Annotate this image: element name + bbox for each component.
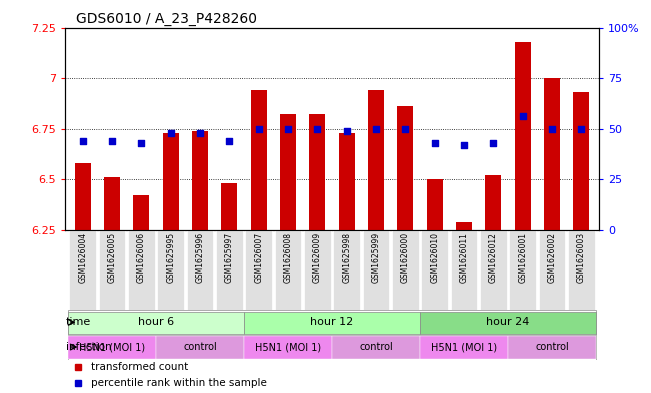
Point bbox=[107, 138, 117, 144]
Text: control: control bbox=[183, 342, 217, 352]
Point bbox=[77, 138, 88, 144]
Bar bbox=[163, 132, 179, 230]
Text: GSM1626001: GSM1626001 bbox=[518, 232, 527, 283]
FancyBboxPatch shape bbox=[539, 230, 565, 310]
Point bbox=[312, 125, 322, 132]
Bar bbox=[426, 179, 443, 230]
Bar bbox=[485, 175, 501, 230]
Text: GSM1626009: GSM1626009 bbox=[313, 232, 322, 283]
Text: GSM1625995: GSM1625995 bbox=[166, 232, 175, 283]
Text: time: time bbox=[66, 317, 91, 327]
Point bbox=[165, 129, 176, 136]
Text: GSM1626003: GSM1626003 bbox=[577, 232, 586, 283]
Text: GSM1626011: GSM1626011 bbox=[460, 232, 469, 283]
Bar bbox=[133, 195, 150, 230]
Text: GSM1625997: GSM1625997 bbox=[225, 232, 234, 283]
Text: hour 12: hour 12 bbox=[311, 317, 353, 327]
FancyBboxPatch shape bbox=[68, 312, 244, 334]
Point bbox=[342, 127, 352, 134]
FancyBboxPatch shape bbox=[158, 230, 184, 310]
Text: GDS6010 / A_23_P428260: GDS6010 / A_23_P428260 bbox=[76, 13, 256, 26]
FancyBboxPatch shape bbox=[216, 230, 243, 310]
Bar bbox=[221, 183, 238, 230]
Point bbox=[518, 113, 528, 119]
Text: H5N1 (MOI 1): H5N1 (MOI 1) bbox=[79, 342, 145, 352]
Text: hour 6: hour 6 bbox=[138, 317, 174, 327]
FancyBboxPatch shape bbox=[70, 230, 96, 310]
Text: transformed count: transformed count bbox=[90, 362, 188, 372]
Bar bbox=[368, 90, 384, 230]
FancyBboxPatch shape bbox=[244, 336, 332, 359]
Bar bbox=[339, 132, 355, 230]
Text: GSM1626006: GSM1626006 bbox=[137, 232, 146, 283]
FancyBboxPatch shape bbox=[68, 310, 596, 335]
FancyBboxPatch shape bbox=[392, 230, 419, 310]
Text: infection: infection bbox=[66, 342, 111, 352]
Text: GSM1626012: GSM1626012 bbox=[489, 232, 498, 283]
FancyBboxPatch shape bbox=[304, 230, 331, 310]
Bar bbox=[544, 78, 560, 230]
Bar bbox=[75, 163, 90, 230]
FancyBboxPatch shape bbox=[68, 335, 596, 360]
Bar bbox=[309, 114, 326, 230]
Text: GSM1625998: GSM1625998 bbox=[342, 232, 351, 283]
FancyBboxPatch shape bbox=[275, 230, 301, 310]
Point bbox=[430, 140, 440, 146]
FancyBboxPatch shape bbox=[421, 230, 448, 310]
FancyBboxPatch shape bbox=[333, 230, 360, 310]
Bar bbox=[397, 107, 413, 230]
Point bbox=[459, 141, 469, 148]
FancyBboxPatch shape bbox=[68, 336, 156, 359]
Text: GSM1626000: GSM1626000 bbox=[401, 232, 410, 283]
Point bbox=[488, 140, 499, 146]
Bar bbox=[104, 177, 120, 230]
Bar bbox=[280, 114, 296, 230]
Point bbox=[283, 125, 293, 132]
Text: GSM1626005: GSM1626005 bbox=[107, 232, 117, 283]
Text: hour 24: hour 24 bbox=[486, 317, 530, 327]
Text: GSM1625999: GSM1625999 bbox=[372, 232, 380, 283]
Text: GSM1625996: GSM1625996 bbox=[195, 232, 204, 283]
Bar bbox=[514, 42, 531, 230]
FancyBboxPatch shape bbox=[187, 230, 214, 310]
Text: control: control bbox=[359, 342, 393, 352]
Text: GSM1626008: GSM1626008 bbox=[284, 232, 292, 283]
Text: H5N1 (MOI 1): H5N1 (MOI 1) bbox=[255, 342, 321, 352]
Text: GSM1626010: GSM1626010 bbox=[430, 232, 439, 283]
Bar bbox=[456, 222, 472, 230]
FancyBboxPatch shape bbox=[128, 230, 154, 310]
Text: GSM1626007: GSM1626007 bbox=[254, 232, 263, 283]
FancyBboxPatch shape bbox=[568, 230, 594, 310]
Point bbox=[224, 138, 234, 144]
Point bbox=[400, 125, 411, 132]
FancyBboxPatch shape bbox=[510, 230, 536, 310]
Point bbox=[253, 125, 264, 132]
Bar bbox=[192, 130, 208, 230]
Text: GSM1626002: GSM1626002 bbox=[547, 232, 557, 283]
FancyBboxPatch shape bbox=[480, 230, 506, 310]
FancyBboxPatch shape bbox=[420, 312, 596, 334]
Point bbox=[576, 125, 587, 132]
FancyBboxPatch shape bbox=[99, 230, 125, 310]
FancyBboxPatch shape bbox=[450, 230, 477, 310]
Text: H5N1 (MOI 1): H5N1 (MOI 1) bbox=[431, 342, 497, 352]
FancyBboxPatch shape bbox=[420, 336, 508, 359]
Bar bbox=[574, 92, 589, 230]
FancyBboxPatch shape bbox=[245, 230, 272, 310]
Text: percentile rank within the sample: percentile rank within the sample bbox=[90, 378, 267, 388]
FancyBboxPatch shape bbox=[244, 312, 420, 334]
Point bbox=[195, 129, 205, 136]
FancyBboxPatch shape bbox=[332, 336, 420, 359]
Point bbox=[547, 125, 557, 132]
Point bbox=[136, 140, 146, 146]
Text: GSM1626004: GSM1626004 bbox=[78, 232, 87, 283]
FancyBboxPatch shape bbox=[156, 336, 244, 359]
Point bbox=[371, 125, 381, 132]
FancyBboxPatch shape bbox=[508, 336, 596, 359]
FancyBboxPatch shape bbox=[363, 230, 389, 310]
Bar bbox=[251, 90, 267, 230]
Text: control: control bbox=[535, 342, 569, 352]
